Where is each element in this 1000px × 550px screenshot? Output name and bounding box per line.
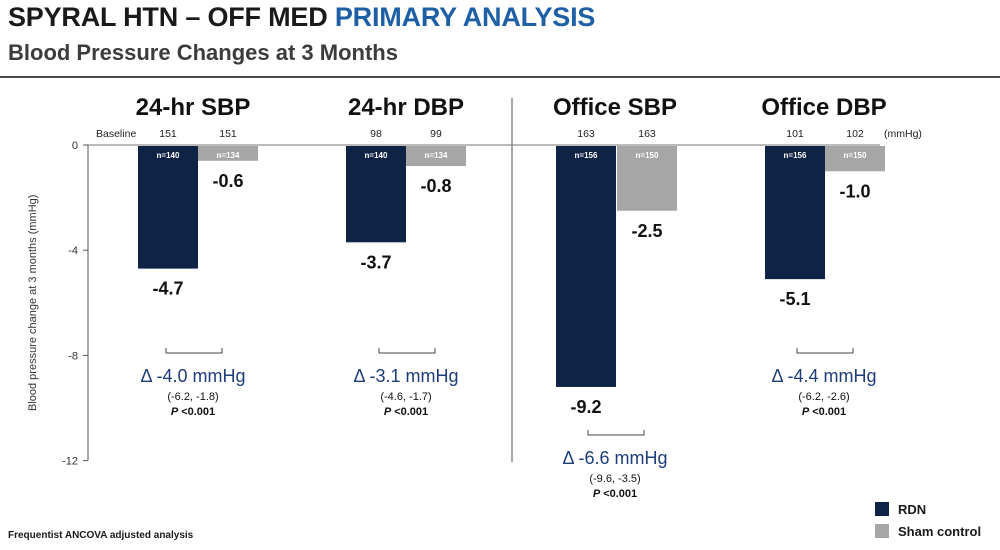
legend-swatch-rdn (875, 502, 889, 516)
n-label-rdn-24-hr-dbp: n=140 (365, 151, 388, 160)
value-label-sham-24-hr-sbp: -0.6 (212, 171, 243, 191)
n-label-rdn-office-sbp: n=156 (575, 151, 598, 160)
delta-bracket-24-hr-dbp (378, 348, 436, 354)
legend-item-rdn: RDN (875, 498, 981, 520)
baseline-label: Baseline (96, 128, 136, 140)
legend-swatch-sham (875, 524, 889, 538)
delta-p-office-sbp: P <0.001 (593, 488, 637, 500)
p-letter: P (802, 406, 810, 418)
value-label-sham-24-hr-dbp: -0.8 (420, 176, 451, 196)
n-label-rdn-office-dbp: n=156 (784, 151, 807, 160)
delta-label-office-sbp: Δ -6.6 mmHg (562, 448, 667, 468)
bar-rdn-24-hr-dbp (346, 146, 406, 243)
delta-ci-24-hr-dbp: (-4.6, -1.7) (380, 391, 431, 403)
footnote: Frequentist ANCOVA adjusted analysis (8, 530, 194, 541)
delta-bracket-office-dbp (796, 348, 854, 354)
y-tick-label: -8 (68, 350, 78, 362)
delta-label-24-hr-dbp: Δ -3.1 mmHg (353, 366, 458, 386)
title-divider (0, 76, 1000, 78)
legend-label-rdn: RDN (898, 501, 927, 517)
baseline-rdn-office-sbp: 163 (577, 128, 595, 140)
y-tick-label: 0 (72, 140, 78, 152)
group-title-office-dbp: Office DBP (761, 94, 886, 121)
legend: RDN Sham control (875, 498, 981, 542)
p-letter: P (593, 488, 601, 500)
value-label-rdn-24-hr-dbp: -3.7 (360, 252, 391, 272)
page-subtitle: Blood Pressure Changes at 3 Months (8, 40, 398, 65)
p-letter: P (384, 406, 392, 418)
baseline-rdn-24-hr-dbp: 98 (370, 128, 382, 140)
p-value: <0.001 (178, 406, 215, 418)
n-label-sham-office-sbp: n=150 (636, 151, 659, 160)
baseline-rdn-office-dbp: 101 (786, 128, 804, 140)
delta-p-24-hr-dbp: P <0.001 (384, 406, 428, 418)
bar-sham-24-hr-sbp (198, 146, 258, 161)
group-title-24-hr-dbp: 24-hr DBP (348, 94, 464, 121)
baseline-sham-office-dbp: 102 (846, 128, 864, 140)
delta-p-24-hr-sbp: P <0.001 (171, 406, 215, 418)
p-value: <0.001 (809, 406, 846, 418)
delta-label-24-hr-sbp: Δ -4.0 mmHg (140, 366, 245, 386)
value-label-rdn-24-hr-sbp: -4.7 (152, 279, 183, 299)
page-title: SPYRAL HTN – OFF MED PRIMARY ANALYSIS (8, 2, 595, 33)
n-label-rdn-24-hr-sbp: n=140 (157, 151, 180, 160)
group-title-24-hr-sbp: 24-hr SBP (136, 94, 251, 121)
delta-label-office-dbp: Δ -4.4 mmHg (771, 366, 876, 386)
bar-rdn-office-sbp (556, 146, 616, 387)
legend-label-sham: Sham control (898, 523, 982, 539)
p-value: <0.001 (600, 488, 637, 500)
n-label-sham-office-dbp: n=150 (844, 151, 867, 160)
baseline-sham-24-hr-sbp: 151 (219, 128, 237, 140)
value-label-sham-office-sbp: -2.5 (631, 221, 662, 241)
p-letter: P (171, 406, 179, 418)
unit-label: (mmHg) (884, 128, 922, 140)
bar-sham-24-hr-dbp (406, 146, 466, 167)
bar-rdn-24-hr-sbp (138, 146, 198, 269)
value-label-rdn-office-dbp: -5.1 (779, 289, 810, 309)
n-label-sham-24-hr-sbp: n=134 (217, 151, 240, 160)
title-accent: PRIMARY ANALYSIS (334, 2, 596, 32)
baseline-rdn-24-hr-sbp: 151 (159, 128, 177, 140)
value-label-rdn-office-sbp: -9.2 (570, 397, 601, 417)
bar-rdn-office-dbp (765, 146, 825, 280)
bar-sham-office-dbp (825, 146, 885, 172)
legend-item-sham: Sham control (875, 520, 981, 542)
title-main: SPYRAL HTN – OFF MED (8, 2, 328, 32)
value-label-sham-office-dbp: -1.0 (839, 181, 870, 201)
delta-p-office-dbp: P <0.001 (802, 406, 846, 418)
delta-ci-office-sbp: (-9.6, -3.5) (589, 473, 640, 485)
baseline-sham-24-hr-dbp: 99 (430, 128, 442, 140)
bar-sham-office-sbp (617, 146, 677, 211)
delta-bracket-office-sbp (587, 430, 645, 436)
y-tick-label: -4 (68, 245, 78, 257)
group-title-office-sbp: Office SBP (553, 94, 677, 121)
n-label-sham-24-hr-dbp: n=134 (425, 151, 448, 160)
baseline-sham-office-sbp: 163 (638, 128, 656, 140)
delta-bracket-24-hr-sbp (165, 348, 223, 354)
y-tick-label: -12 (62, 456, 78, 468)
y-axis-label: Blood pressure change at 3 months (mmHg) (27, 195, 39, 411)
delta-ci-24-hr-sbp: (-6.2, -1.8) (167, 391, 218, 403)
p-value: <0.001 (391, 406, 428, 418)
delta-ci-office-dbp: (-6.2, -2.6) (798, 391, 849, 403)
